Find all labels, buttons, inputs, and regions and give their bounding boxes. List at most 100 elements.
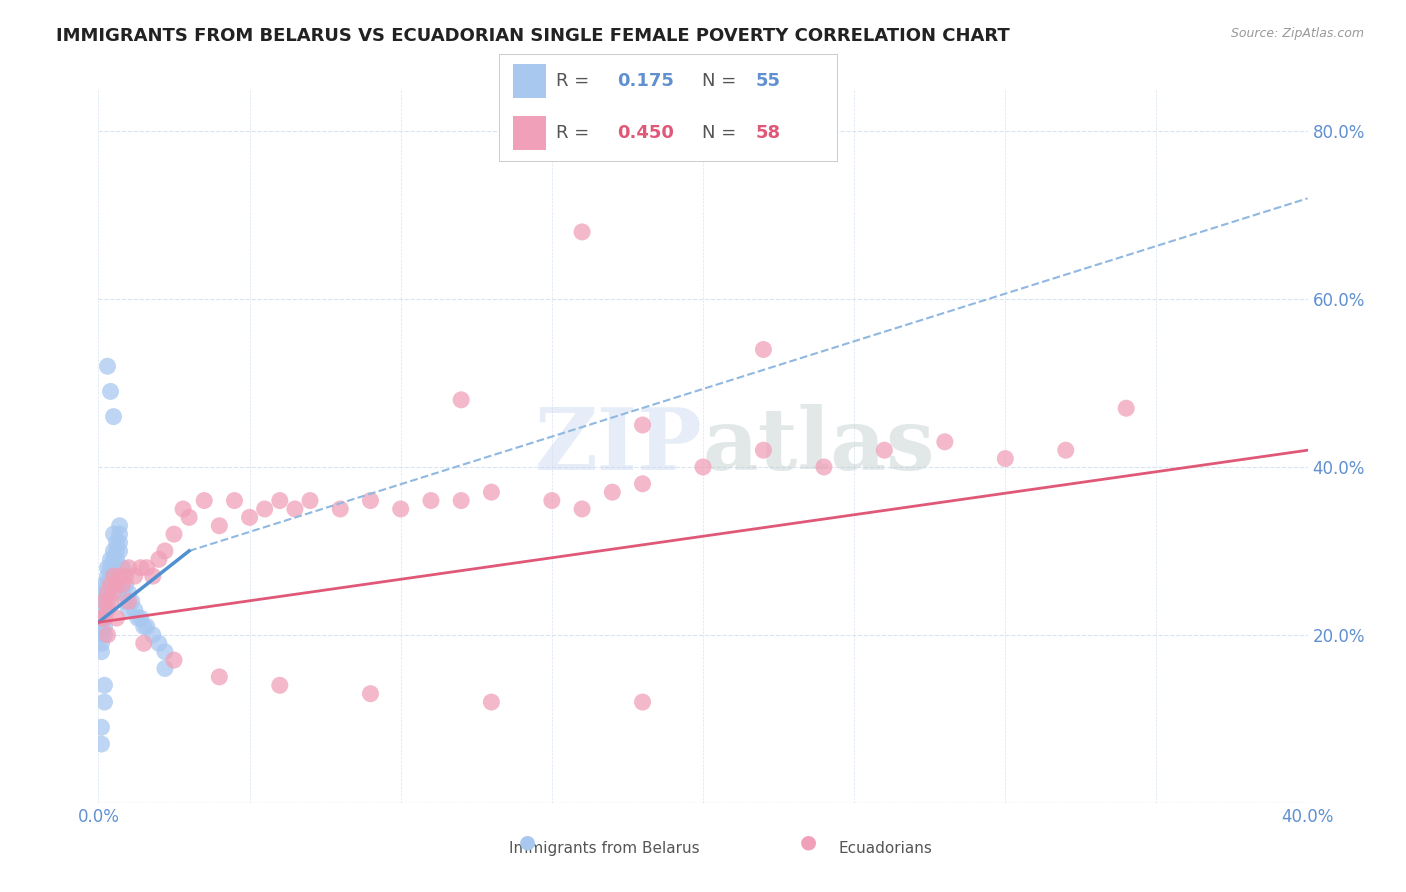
Point bbox=[90, 611, 112, 625]
Point bbox=[93, 611, 115, 625]
Point bbox=[103, 586, 125, 600]
Point bbox=[124, 569, 146, 583]
Bar bbox=[513, 116, 547, 150]
Text: Source: ZipAtlas.com: Source: ZipAtlas.com bbox=[1230, 27, 1364, 40]
Text: N =: N = bbox=[702, 72, 741, 90]
Point bbox=[105, 552, 128, 566]
Text: N =: N = bbox=[702, 124, 741, 142]
Point bbox=[389, 502, 412, 516]
Point bbox=[631, 695, 654, 709]
Point bbox=[105, 611, 128, 625]
Point bbox=[90, 645, 112, 659]
Point bbox=[148, 636, 170, 650]
Point bbox=[481, 695, 503, 709]
Point bbox=[118, 560, 141, 574]
Point bbox=[90, 720, 112, 734]
Point bbox=[450, 392, 472, 407]
Point bbox=[103, 527, 125, 541]
Point bbox=[132, 636, 155, 650]
Point bbox=[631, 417, 654, 432]
Text: Immigrants from Belarus: Immigrants from Belarus bbox=[509, 841, 700, 856]
Bar bbox=[513, 64, 547, 98]
Point bbox=[90, 628, 112, 642]
Point bbox=[93, 594, 115, 608]
Point bbox=[540, 493, 562, 508]
Point bbox=[103, 569, 125, 583]
Point bbox=[172, 502, 194, 516]
Point bbox=[994, 451, 1017, 466]
Point bbox=[813, 460, 835, 475]
Point bbox=[108, 544, 131, 558]
Point bbox=[96, 603, 118, 617]
Point bbox=[93, 586, 115, 600]
Point bbox=[90, 737, 112, 751]
Point bbox=[873, 443, 896, 458]
Point bbox=[571, 225, 593, 239]
Point bbox=[269, 493, 291, 508]
Text: 0.175: 0.175 bbox=[617, 72, 673, 90]
Point bbox=[100, 594, 122, 608]
Point bbox=[224, 493, 246, 508]
Point bbox=[100, 560, 122, 574]
Point bbox=[692, 460, 714, 475]
Point bbox=[631, 476, 654, 491]
Point bbox=[132, 619, 155, 633]
Point bbox=[135, 619, 157, 633]
Point bbox=[934, 434, 956, 449]
Point bbox=[118, 603, 141, 617]
Point bbox=[602, 485, 624, 500]
Point bbox=[111, 560, 134, 574]
Point bbox=[752, 343, 775, 357]
Point bbox=[142, 628, 165, 642]
Point bbox=[96, 628, 118, 642]
Point bbox=[127, 611, 149, 625]
Point bbox=[1115, 401, 1137, 416]
Text: 58: 58 bbox=[755, 124, 780, 142]
Point bbox=[1054, 443, 1077, 458]
Point bbox=[103, 544, 125, 558]
Point bbox=[90, 619, 112, 633]
Point bbox=[752, 443, 775, 458]
Point bbox=[142, 569, 165, 583]
Point bbox=[100, 552, 122, 566]
Point bbox=[100, 577, 122, 591]
Point bbox=[208, 670, 231, 684]
Point bbox=[193, 493, 215, 508]
Point bbox=[114, 594, 136, 608]
Point bbox=[299, 493, 322, 508]
Point bbox=[108, 518, 131, 533]
Point bbox=[118, 594, 141, 608]
Point bbox=[450, 493, 472, 508]
Point bbox=[163, 527, 186, 541]
Text: ZIP: ZIP bbox=[536, 404, 703, 488]
Point bbox=[93, 611, 115, 625]
Text: atlas: atlas bbox=[703, 404, 935, 488]
Point bbox=[96, 577, 118, 591]
Point bbox=[96, 586, 118, 600]
Text: IMMIGRANTS FROM BELARUS VS ECUADORIAN SINGLE FEMALE POVERTY CORRELATION CHART: IMMIGRANTS FROM BELARUS VS ECUADORIAN SI… bbox=[56, 27, 1010, 45]
Point bbox=[129, 611, 152, 625]
Point bbox=[90, 636, 112, 650]
Point bbox=[481, 485, 503, 500]
Point bbox=[100, 384, 122, 399]
Point bbox=[239, 510, 262, 524]
Point bbox=[96, 586, 118, 600]
Point bbox=[121, 594, 143, 608]
Point bbox=[103, 409, 125, 424]
Point bbox=[114, 577, 136, 591]
Point bbox=[360, 493, 382, 508]
Point bbox=[93, 628, 115, 642]
Point bbox=[108, 527, 131, 541]
Point bbox=[96, 560, 118, 574]
Point bbox=[111, 586, 134, 600]
Point bbox=[571, 502, 593, 516]
Point bbox=[93, 577, 115, 591]
Point bbox=[153, 544, 176, 558]
Point bbox=[153, 661, 176, 675]
Point bbox=[93, 695, 115, 709]
Point bbox=[153, 645, 176, 659]
Point bbox=[111, 577, 134, 591]
Point bbox=[105, 535, 128, 549]
Point bbox=[93, 603, 115, 617]
Point bbox=[96, 594, 118, 608]
